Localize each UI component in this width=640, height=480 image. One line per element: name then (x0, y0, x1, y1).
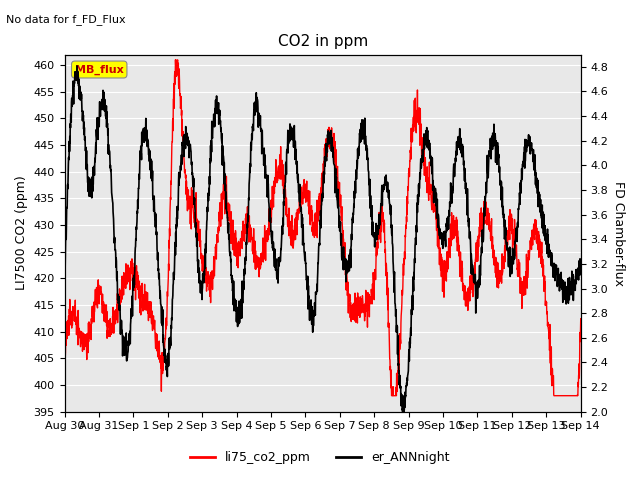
li75_co2_ppm (61, 356, 68, 361)
Title: CO2 in ppm: CO2 in ppm (278, 34, 368, 49)
er_ANNnight (473, 289, 481, 295)
er_ANNnight (349, 215, 356, 220)
er_ANNnight (399, 409, 406, 415)
Y-axis label: LI7500 CO2 (ppm): LI7500 CO2 (ppm) (15, 176, 28, 290)
Text: No data for f_FD_Flux: No data for f_FD_Flux (6, 14, 126, 25)
er_ANNnight (337, 231, 345, 237)
li75_co2_ppm (473, 253, 481, 259)
Line: li75_co2_ppm: li75_co2_ppm (65, 60, 580, 396)
Legend: li75_co2_ppm, er_ANNnight: li75_co2_ppm, er_ANNnight (186, 446, 454, 469)
er_ANNnight (532, 181, 540, 187)
er_ANNnight (73, 63, 81, 69)
Text: MB_flux: MB_flux (75, 64, 124, 75)
er_ANNnight (205, 192, 212, 198)
li75_co2_ppm (337, 217, 345, 223)
li75_co2_ppm (388, 393, 396, 398)
Line: er_ANNnight: er_ANNnight (65, 66, 580, 412)
er_ANNnight (61, 281, 68, 287)
li75_co2_ppm (349, 315, 356, 321)
Y-axis label: FD Chamber-flux: FD Chamber-flux (612, 180, 625, 286)
er_ANNnight (577, 265, 584, 271)
li75_co2_ppm (205, 272, 212, 277)
er_ANNnight (546, 252, 554, 257)
li75_co2_ppm (546, 322, 554, 327)
li75_co2_ppm (172, 57, 179, 63)
li75_co2_ppm (532, 230, 540, 236)
li75_co2_ppm (577, 316, 584, 322)
